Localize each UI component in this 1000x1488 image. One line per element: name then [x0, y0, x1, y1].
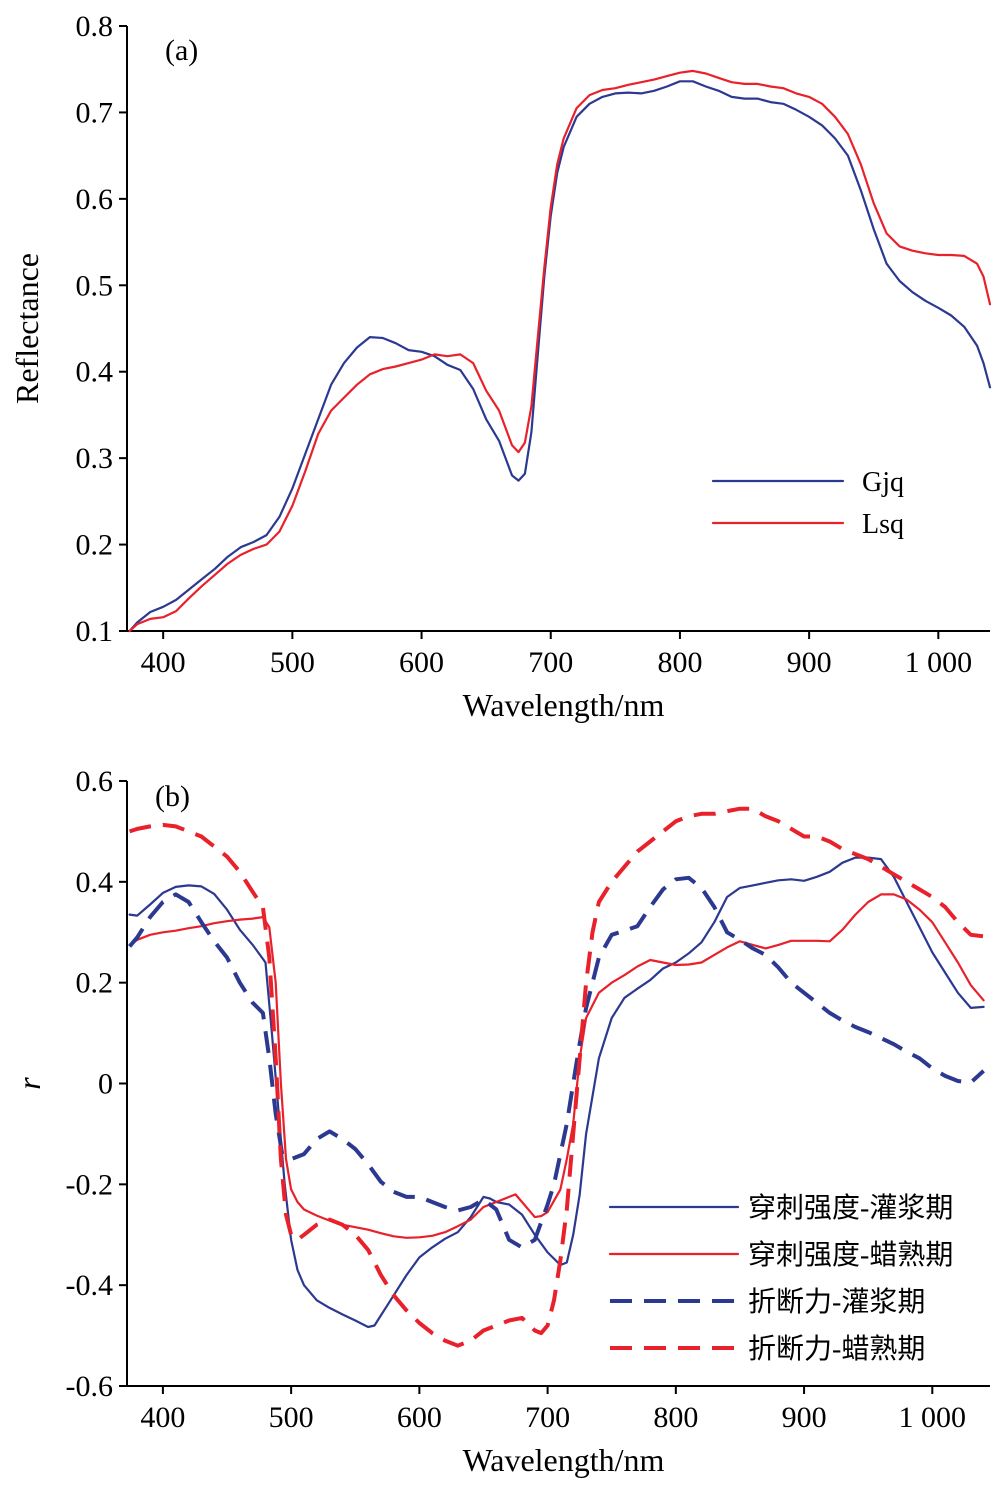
panel-b-x-tick-label: 600 — [397, 1401, 442, 1434]
panel-a-y-tick-label: 0.3 — [76, 442, 114, 475]
panel-b-x-tick-label: 800 — [653, 1401, 698, 1434]
panel-b-y-tick-label: -0.2 — [66, 1168, 114, 1201]
panel-b-x-axis-title: Wavelength/nm — [463, 1442, 665, 1478]
panel-b-legend-label: 折断力-蜡熟期 — [748, 1333, 925, 1365]
panel-b-x-tick-label: 700 — [525, 1401, 570, 1434]
panel-a-y-tick-label: 0.7 — [76, 96, 114, 129]
panel-a-x-tick-label: 500 — [270, 646, 315, 679]
panel-b-y-tick-label: 0 — [98, 1068, 113, 1101]
panel-a-y-tick-label: 0.2 — [76, 529, 114, 562]
panel-b-tag: (b) — [155, 780, 190, 813]
panel-b-x-tick-label: 400 — [140, 1401, 185, 1434]
panel-a-x-tick-label: 900 — [787, 646, 832, 679]
panel-b-x-tick-label: 500 — [269, 1401, 314, 1434]
panel-b-y-axis-title: r — [11, 1077, 47, 1090]
panel-b-y-tick-label: -0.4 — [66, 1269, 114, 1302]
panel-b-series-line-4 — [128, 806, 984, 1348]
panel-b-series-line-3 — [128, 875, 985, 1250]
panel-b-y-tick-label: 0.2 — [76, 967, 114, 1000]
panel-a-x-tick-label: 400 — [141, 646, 186, 679]
panel-a-tag: (a) — [165, 34, 198, 67]
panel-a-x-tick-label: 600 — [399, 646, 444, 679]
panel-b-correlation-chart: -0.6 -0.4 -0.2 0 0.2 0.4 0.6 400 500 600 700 800 900… — [11, 765, 990, 1478]
panel-a-y-tick-label: 0.5 — [76, 269, 114, 302]
panel-a-x-axis-title: Wavelength/nm — [463, 687, 665, 723]
panel-a-series-line-2 — [128, 69, 992, 633]
panel-b-legend-label: 穿刺强度-蜡熟期 — [748, 1239, 953, 1271]
panel-b-y-tick-label: 0.6 — [76, 765, 114, 798]
panel-a-x-tick-label: 800 — [657, 646, 702, 679]
panel-a-legend-label: Gjq — [862, 467, 904, 498]
panel-a-y-tick-label: 0.8 — [76, 10, 114, 43]
panel-a-y-tick-label: 0.6 — [76, 183, 114, 216]
panel-a-reflectance-chart: 0.1 0.2 0.3 0.4 0.5 0.6 0.7 0.8 400 500 600 700 800 9… — [9, 10, 992, 723]
panel-b-legend-label: 折断力-灌浆期 — [748, 1286, 925, 1318]
panel-b-legend-label: 穿刺强度-灌浆期 — [748, 1192, 953, 1224]
panel-b-x-tick-label: 900 — [782, 1401, 827, 1434]
panel-b-series-line-2 — [128, 893, 985, 1239]
panel-a-x-tick-label: 700 — [528, 646, 573, 679]
panel-b-x-tick-label: 1 000 — [899, 1401, 967, 1434]
panel-a-y-tick-label: 0.4 — [76, 356, 114, 389]
panel-a-legend-label: Lsq — [862, 509, 904, 540]
panel-b-y-tick-label: -0.6 — [66, 1370, 114, 1403]
panel-a-y-tick-label: 0.1 — [76, 615, 114, 648]
panel-a-x-tick-label: 1 000 — [905, 646, 973, 679]
panel-a-y-axis-title: Reflectance — [9, 253, 45, 404]
panel-b-y-tick-label: 0.4 — [76, 866, 114, 899]
